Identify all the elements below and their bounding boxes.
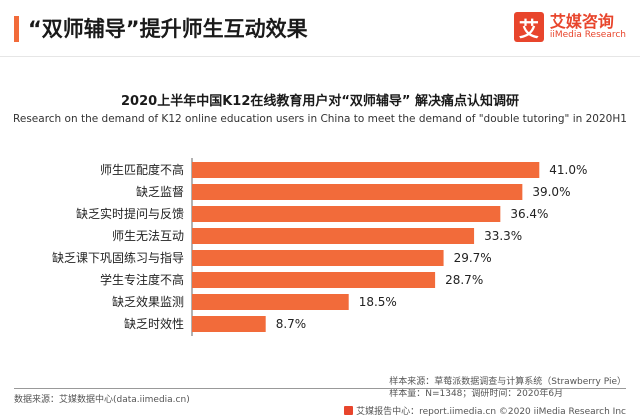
value-label-1: 41.0%: [549, 163, 587, 177]
logo-mark-icon: 艾: [513, 12, 544, 42]
sample-source-line: 样本来源：草莓派数据调查与计算系统（Strawberry Pie）: [389, 377, 626, 387]
category-label-1: 师生匹配度不高: [100, 162, 184, 177]
page-headline: “双师辅导”提升师生互动效果: [28, 17, 308, 41]
value-label-5: 29.7%: [454, 251, 492, 265]
footer-text: 艾媒报告中心：report.iimedia.cn ©2020 iiMedia R…: [356, 407, 626, 417]
category-label-8: 缺乏时效性: [124, 316, 184, 331]
value-label-6: 28.7%: [445, 273, 483, 287]
value-label-3: 36.4%: [510, 207, 548, 221]
bar-5: [192, 250, 444, 266]
category-label-6: 学生专注度不高: [100, 272, 184, 287]
value-label-2: 39.0%: [532, 185, 570, 199]
category-label-2: 缺乏监督: [136, 184, 184, 199]
category-label-7: 缺乏效果监测: [112, 294, 184, 309]
category-label-4: 师生无法互动: [112, 229, 184, 243]
category-label-5: 缺乏课下巩固练习与指导: [52, 250, 184, 265]
bar-7: [192, 294, 349, 310]
headline-accent-bar: [14, 16, 19, 42]
value-label-7: 18.5%: [359, 295, 397, 309]
sample-size-line: 样本量：N=1348；调研时间：2020年6月: [389, 389, 564, 399]
logo-text: 艾媒咨询 iiMedia Research: [550, 13, 626, 40]
chart-subtitle: Research on the demand of K12 online edu…: [13, 113, 627, 125]
footer-brand-icon: [344, 406, 354, 415]
category-label-3: 缺乏实时提问与反馈: [76, 206, 184, 221]
footer-divider: [14, 388, 626, 389]
logo-en-text: iiMedia Research: [549, 29, 626, 40]
bar-6: [192, 272, 436, 288]
bar-chart: 师生匹配度不高 41.0% 缺乏监督 39.0% 缺乏实时提问与反馈 36.4% 师生无法互…: [52, 158, 587, 336]
bar-2: [192, 184, 523, 200]
chart-title: 2020上半年中国K12在线教育用户对“双师辅导” 解决痛点认知调研: [121, 94, 519, 109]
logo-cn-text: 艾媒咨询: [549, 12, 614, 32]
bar-8: [192, 316, 266, 332]
sample-source: 样本来源：草莓派数据调查与计算系统（Strawberry Pie） 样本量：N=…: [389, 376, 626, 400]
header-divider: [0, 56, 640, 57]
report-footer: 艾媒报告中心：report.iimedia.cn ©2020 iiMedia R…: [344, 404, 626, 417]
bar-1: [192, 162, 540, 178]
brand-logo: 艾 艾媒咨询 iiMedia Research: [513, 12, 626, 42]
value-label-8: 8.7%: [276, 317, 307, 331]
value-label-4: 33.3%: [484, 229, 522, 243]
bar-3: [192, 206, 501, 222]
data-source: 数据来源：艾媒数据中心(data.iimedia.cn): [14, 395, 190, 405]
bar-4: [192, 228, 475, 244]
